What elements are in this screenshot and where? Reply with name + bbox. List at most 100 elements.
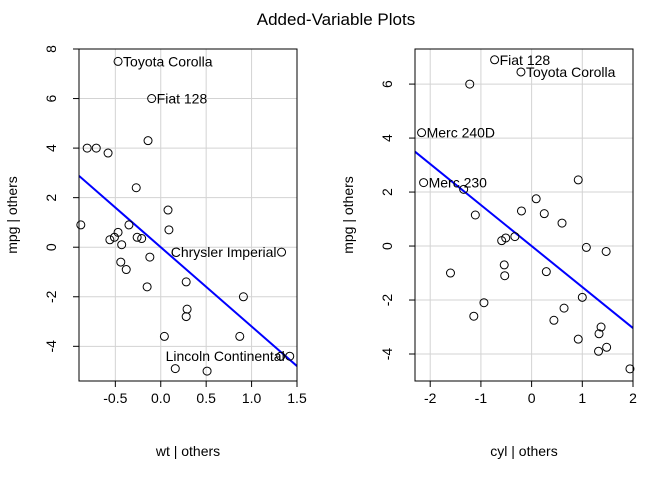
data-point	[516, 67, 526, 77]
point-label: Merc 240D	[427, 125, 495, 141]
point-label: Merc 230	[429, 175, 488, 191]
x-tick-label: -1	[475, 390, 488, 406]
point-label: Toyota Corolla	[526, 64, 616, 80]
data-point	[159, 331, 169, 341]
data-point	[479, 298, 489, 308]
data-point	[105, 235, 115, 245]
x-tick-label: 0.5	[196, 390, 216, 406]
point-label: Fiat 128	[157, 91, 208, 107]
data-point	[121, 265, 131, 275]
data-point	[143, 136, 153, 146]
data-point	[490, 55, 500, 65]
data-point	[539, 209, 549, 219]
data-point	[285, 351, 295, 361]
data-point	[510, 232, 520, 242]
y-axis-label: mpg | others	[340, 176, 356, 254]
data-point	[541, 267, 551, 277]
y-tick-label: 6	[43, 94, 59, 102]
data-point	[581, 242, 591, 252]
x-tick-label: -0.5	[103, 390, 127, 406]
data-point	[163, 205, 173, 215]
data-point	[124, 220, 134, 230]
point-label: Chrysler Imperial	[171, 244, 277, 260]
data-point	[82, 143, 92, 153]
y-tick-label: -4	[379, 348, 395, 361]
y-tick-label: 4	[379, 134, 395, 142]
data-point	[117, 240, 127, 250]
data-point	[103, 148, 113, 158]
point-label: Toyota Corolla	[123, 53, 213, 69]
data-point	[549, 315, 559, 325]
y-tick-label: 0	[379, 242, 395, 250]
data-point	[182, 304, 192, 314]
x-axis-label: wt | others	[155, 443, 220, 459]
data-point	[497, 236, 507, 246]
y-tick-label: 0	[43, 243, 59, 251]
data-point	[238, 292, 248, 302]
data-point	[170, 364, 180, 374]
data-point	[557, 218, 567, 228]
x-tick-label: 0.0	[151, 390, 171, 406]
data-point	[516, 206, 526, 216]
data-point	[500, 271, 510, 281]
x-tick-label: 1	[578, 390, 586, 406]
x-tick-label: 0	[528, 390, 536, 406]
data-point	[577, 292, 587, 302]
data-point	[235, 331, 245, 341]
data-point	[602, 342, 612, 352]
data-point	[277, 247, 287, 257]
data-point	[445, 268, 455, 278]
y-tick-label: 2	[379, 188, 395, 196]
data-point	[459, 184, 469, 194]
y-tick-label: -4	[43, 340, 59, 353]
y-tick-label: 6	[379, 80, 395, 88]
data-point	[573, 334, 583, 344]
regression-line	[79, 175, 297, 367]
panel-1: Toyota Corolla Fiat 128 Chrysler Imperial L…	[4, 45, 307, 459]
data-point	[142, 282, 152, 292]
point-label: Lincoln Continental	[166, 348, 285, 364]
x-tick-label: -2	[424, 390, 437, 406]
data-point	[419, 178, 429, 188]
chart-title: Added-Variable Plots	[257, 10, 415, 29]
plot-frame	[78, 48, 298, 382]
data-point	[559, 303, 569, 313]
data-point	[469, 311, 479, 321]
data-point	[109, 232, 119, 242]
data-point	[499, 260, 509, 270]
y-tick-label: -2	[379, 294, 395, 307]
data-point	[137, 234, 147, 244]
plot-frame	[414, 48, 634, 382]
data-point	[164, 225, 174, 235]
x-tick-label: 1.0	[242, 390, 262, 406]
data-point	[625, 364, 635, 374]
data-point	[601, 246, 611, 256]
y-axis-label: mpg | others	[4, 176, 20, 254]
data-point	[470, 210, 480, 220]
data-point	[131, 183, 141, 193]
data-point	[147, 94, 157, 104]
data-point	[145, 252, 155, 262]
data-point	[116, 257, 126, 267]
y-tick-label: 8	[43, 45, 59, 53]
data-point	[594, 329, 604, 339]
data-point	[202, 366, 212, 376]
data-point	[91, 143, 101, 153]
x-tick-label: 1.5	[287, 390, 307, 406]
data-point	[181, 312, 191, 322]
data-point	[596, 322, 606, 332]
data-point	[465, 79, 475, 89]
point-label: Fiat 128	[500, 52, 551, 68]
data-point	[76, 220, 86, 230]
data-point	[132, 232, 142, 242]
y-tick-label: -2	[43, 290, 59, 303]
x-axis-label: cyl | others	[490, 443, 557, 459]
data-point	[573, 175, 583, 185]
y-tick-label: 4	[43, 144, 59, 152]
x-tick-label: 2	[629, 390, 637, 406]
data-point	[594, 346, 604, 356]
regression-line	[415, 150, 633, 329]
data-point	[531, 194, 541, 204]
